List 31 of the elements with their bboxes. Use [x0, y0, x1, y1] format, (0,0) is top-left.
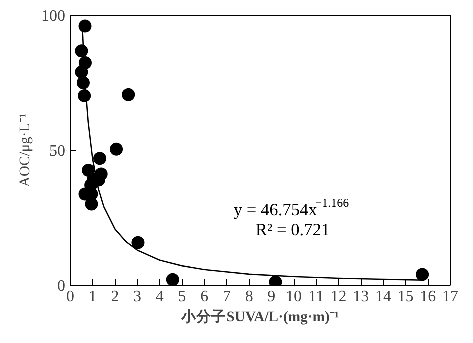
x-tick-label: 11 [308, 288, 324, 306]
x-tick-label: 12 [330, 288, 347, 306]
point [85, 198, 98, 211]
x-axis-title: 小分子SUVA/L·(mg·m)⁻¹ [180, 308, 340, 326]
x-tick-label: 2 [111, 288, 120, 306]
x-tick-label: 1 [88, 288, 97, 306]
x-tick-label: 6 [200, 288, 209, 306]
x-tick-label: 15 [398, 288, 414, 306]
x-tick-label: 9 [268, 288, 276, 306]
x-tick-label: 7 [222, 288, 231, 306]
y-axis-title: AOC/μg·L⁻¹ [18, 114, 34, 188]
x-tick-label: 5 [178, 288, 186, 306]
point [132, 236, 145, 250]
x-tick-label: 16 [420, 288, 436, 306]
point [110, 142, 124, 156]
annotation: R² = 0.721 [256, 220, 330, 240]
x-tick-label: 4 [156, 288, 164, 306]
point [122, 88, 136, 102]
point [94, 152, 107, 166]
x-tick-label: 10 [286, 288, 302, 306]
point [78, 20, 92, 33]
x-tick-label: 14 [375, 288, 392, 306]
x-tick-label: 17 [442, 288, 458, 306]
x-tick-label: 13 [353, 288, 370, 306]
y-tick-label: 0 [58, 278, 66, 295]
point [416, 268, 430, 282]
x-tick-label: 8 [245, 288, 254, 306]
y-tick-label: 100 [42, 8, 66, 25]
y-tick-label: 50 [50, 143, 66, 160]
point [166, 273, 180, 286]
x-tick-label: 3 [134, 288, 142, 306]
